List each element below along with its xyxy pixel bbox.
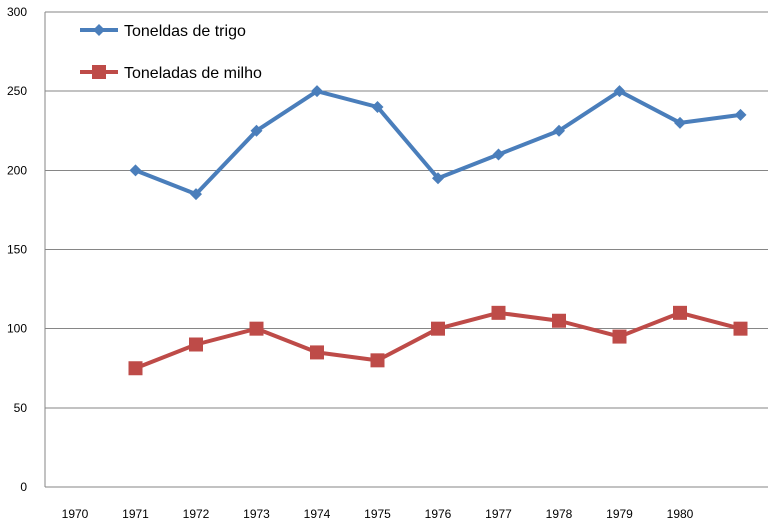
data-point-square (733, 321, 748, 336)
y-tick-label: 0 (20, 480, 27, 494)
data-point-diamond (432, 172, 444, 185)
data-point-diamond (250, 124, 263, 137)
series-group (128, 85, 748, 376)
x-tick-label: 1971 (122, 507, 149, 521)
y-tick-label: 50 (14, 401, 28, 415)
y-tick-label: 300 (7, 5, 27, 19)
data-point-diamond (129, 164, 142, 177)
x-tick-label: 1970 (62, 507, 89, 521)
x-tick-label: 1980 (667, 507, 694, 521)
y-tick-label: 100 (7, 322, 27, 336)
data-point-diamond (613, 85, 626, 98)
x-tick-label: 1977 (485, 507, 512, 521)
legend-label: Toneldas de trigo (124, 23, 246, 40)
legend: Toneldas de trigo Toneladas de milho (80, 23, 262, 82)
data-point-diamond (674, 116, 686, 129)
data-point-diamond (311, 85, 323, 98)
y-tick-label: 150 (7, 243, 27, 257)
data-point-square (552, 313, 566, 328)
x-axis-tick-labels: 1970 1971 1972 1973 1974 1975 1976 1977 1978 1979… (62, 507, 694, 521)
data-point-square (370, 353, 385, 368)
data-point-square (128, 361, 143, 376)
x-tick-label: 1972 (183, 507, 210, 521)
y-axis-tick-labels: 0 50 100 150 200 250 300 (7, 5, 27, 494)
x-tick-label: 1973 (243, 507, 270, 521)
data-point-square (431, 321, 445, 336)
gridlines (45, 11, 768, 409)
x-tick-label: 1978 (546, 507, 573, 521)
y-tick-label: 250 (7, 84, 27, 98)
data-point-square (249, 321, 264, 336)
legend-marker-square (92, 65, 106, 79)
data-point-square (189, 337, 203, 352)
x-tick-label: 1979 (606, 507, 633, 521)
legend-marker-diamond (93, 24, 105, 36)
x-tick-label: 1976 (425, 507, 452, 521)
data-point-square (673, 305, 687, 320)
data-point-diamond (190, 188, 202, 201)
x-tick-label: 1974 (304, 507, 331, 521)
data-point-diamond (371, 101, 384, 113)
y-tick-label: 200 (7, 163, 27, 177)
legend-label: Toneladas de milho (124, 65, 262, 82)
data-point-diamond (492, 148, 505, 161)
series-line-1 (134, 310, 742, 371)
data-point-diamond (553, 124, 565, 137)
data-point-square (612, 329, 627, 344)
axes (44, 12, 768, 488)
data-point-square (310, 345, 324, 360)
data-point-diamond (734, 108, 747, 121)
data-point-square (491, 305, 506, 320)
x-tick-label: 1975 (364, 507, 391, 521)
